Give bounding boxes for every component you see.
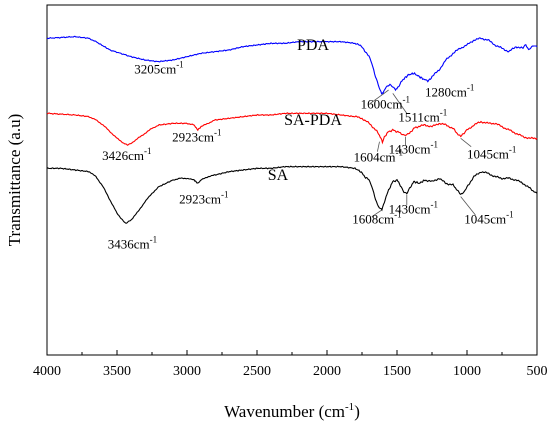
x-axis-title-superscript: -1 [345,401,354,413]
leader-line [377,141,380,152]
x-tick-label: 1000 [453,364,481,379]
peak-annotation: 1600cm-1 [361,94,410,111]
peak-annotation: 3436cm-1 [108,234,157,251]
peak-annotation-value: 1045cm [467,146,509,161]
peak-annotation-value: 2923cm [179,191,221,206]
series-layer [46,35,538,224]
series-label-layer: PDA SA-PDA SA [268,37,343,184]
peak-annotation-superscript: -1 [430,139,438,149]
peak-annotation-superscript: -1 [402,94,410,104]
peak-annotation-value: 3436cm [108,236,150,251]
x-tick-label: 500 [527,364,548,379]
peak-annotation-value: 2923cm [172,130,214,145]
x-axis-title-main: Wavenumber (cm [224,402,345,421]
peak-annotation-superscript: -1 [150,234,158,244]
x-tick-label: 1500 [383,364,411,379]
leader-line [371,209,383,218]
series-label-pda: PDA [297,37,329,54]
peak-annotation: 2923cm-1 [179,189,228,206]
annotation-layer: 3205cm-11600cm-11511cm-11280cm-13426cm-1… [102,59,516,251]
series-label-sa: SA [268,167,289,184]
peak-annotation-value: 1600cm [361,96,403,111]
peak-annotation-value: 1604cm [354,150,396,165]
leader-line [460,196,476,216]
peak-annotation: 1511cm-1 [398,108,447,125]
series-line-sa [46,165,538,224]
peak-annotation: 1604cm-1 [354,148,403,165]
peak-annotation-superscript: -1 [440,108,448,118]
x-tick-label: 2000 [313,364,341,379]
x-tick-label: 2500 [243,364,271,379]
x-tick-label: 4000 [33,364,61,379]
peak-annotation-value: 1280cm [425,85,467,100]
peak-annotation-superscript: -1 [176,59,184,69]
y-axis-title: Transmittance (a.u) [5,114,24,247]
peak-annotation: 1045cm-1 [464,209,513,226]
leader-line [370,89,389,104]
peak-annotation-value: 3205cm [134,61,176,76]
peak-annotation: 1608cm-1 [352,209,401,226]
peak-annotation: 1045cm-1 [467,144,516,161]
x-axis-title: Wavenumber (cm-1) [224,401,360,421]
x-tick-label: 3000 [173,364,201,379]
x-axis-title-tail: ) [354,402,360,421]
peak-annotation-value: 1045cm [464,211,506,226]
series-line-pda [46,35,538,95]
x-axis-ticks: 4000 3500 3000 2500 2000 1500 1000 500 [33,350,548,379]
peak-annotation-value: 1430cm [389,141,431,156]
peak-annotation-superscript: -1 [221,189,229,199]
leader-line [460,138,472,147]
peak-annotation-superscript: -1 [467,83,475,93]
peak-annotation: 3426cm-1 [102,146,151,163]
peak-annotation-superscript: -1 [430,199,438,209]
peak-annotation: 1430cm-1 [389,199,438,216]
peak-annotation: 3205cm-1 [134,59,183,76]
peak-annotation-value: 1511cm [398,110,439,125]
series-label-sa-pda: SA-PDA [284,112,342,129]
series-line-sa-pda [46,112,538,146]
peak-annotation-superscript: -1 [395,148,403,158]
leader-line [392,93,408,114]
peak-annotation-value: 3426cm [102,148,144,163]
plot-frame [46,4,538,356]
peak-annotation-superscript: -1 [394,209,402,219]
peak-annotation-superscript: -1 [509,144,517,154]
peak-annotation: 2923cm-1 [172,128,221,145]
peak-annotation-value: 1430cm [389,201,431,216]
peak-annotation: 1280cm-1 [425,83,474,100]
x-tick-label: 3500 [103,364,131,379]
peak-annotation-superscript: -1 [506,209,514,219]
peak-annotation-superscript: -1 [144,146,152,156]
peak-annotation-superscript: -1 [214,128,222,138]
leader-layer [370,89,476,218]
peak-annotation: 1430cm-1 [389,139,438,156]
peak-annotation-value: 1608cm [352,211,394,226]
